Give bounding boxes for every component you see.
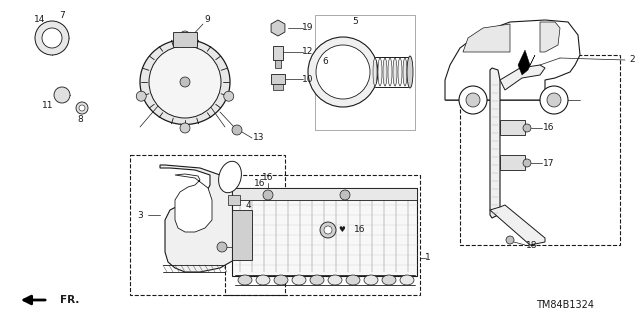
Circle shape bbox=[217, 242, 227, 252]
Polygon shape bbox=[500, 65, 545, 90]
Circle shape bbox=[180, 123, 190, 133]
Circle shape bbox=[523, 159, 531, 167]
Circle shape bbox=[540, 86, 568, 114]
Circle shape bbox=[459, 86, 487, 114]
Polygon shape bbox=[175, 174, 212, 232]
Circle shape bbox=[320, 222, 336, 238]
Ellipse shape bbox=[373, 58, 377, 86]
Ellipse shape bbox=[383, 58, 387, 86]
Bar bbox=[273, 84, 283, 90]
Text: 13: 13 bbox=[253, 133, 265, 143]
Text: 16: 16 bbox=[262, 174, 274, 182]
Polygon shape bbox=[445, 20, 580, 100]
Text: 14: 14 bbox=[35, 16, 45, 25]
Ellipse shape bbox=[388, 58, 392, 86]
Circle shape bbox=[149, 46, 221, 118]
Polygon shape bbox=[518, 50, 535, 75]
Ellipse shape bbox=[378, 58, 382, 86]
Bar bbox=[273, 46, 283, 60]
Bar bbox=[232, 210, 252, 260]
Ellipse shape bbox=[274, 275, 288, 285]
Bar bbox=[275, 60, 281, 68]
Ellipse shape bbox=[346, 275, 360, 285]
Polygon shape bbox=[540, 22, 560, 52]
Text: 2: 2 bbox=[629, 56, 635, 64]
Circle shape bbox=[35, 21, 69, 55]
Circle shape bbox=[42, 28, 62, 48]
Text: 3: 3 bbox=[137, 211, 143, 219]
Text: 5: 5 bbox=[352, 18, 358, 26]
Circle shape bbox=[340, 190, 350, 200]
Ellipse shape bbox=[407, 56, 413, 88]
Circle shape bbox=[232, 125, 242, 135]
Text: 12: 12 bbox=[302, 48, 314, 56]
Ellipse shape bbox=[393, 58, 397, 86]
Circle shape bbox=[308, 37, 378, 107]
Ellipse shape bbox=[328, 275, 342, 285]
Ellipse shape bbox=[219, 161, 241, 193]
Circle shape bbox=[547, 93, 561, 107]
Circle shape bbox=[180, 31, 190, 41]
Circle shape bbox=[466, 93, 480, 107]
Circle shape bbox=[76, 102, 88, 114]
Text: FR.: FR. bbox=[60, 295, 79, 305]
Circle shape bbox=[54, 87, 70, 103]
Ellipse shape bbox=[400, 275, 414, 285]
Ellipse shape bbox=[403, 58, 407, 86]
Polygon shape bbox=[160, 165, 238, 272]
Polygon shape bbox=[490, 68, 500, 218]
Bar bbox=[228, 195, 240, 205]
Bar bbox=[315, 15, 415, 130]
Bar bbox=[500, 155, 525, 170]
Text: ♥: ♥ bbox=[339, 226, 346, 234]
Circle shape bbox=[136, 91, 147, 101]
Ellipse shape bbox=[256, 275, 270, 285]
Text: 18: 18 bbox=[526, 241, 538, 250]
Text: 8: 8 bbox=[77, 115, 83, 124]
Bar bbox=[232, 188, 417, 200]
Circle shape bbox=[316, 45, 370, 99]
Text: 4: 4 bbox=[245, 201, 251, 210]
Circle shape bbox=[506, 236, 514, 244]
Circle shape bbox=[523, 124, 531, 132]
Polygon shape bbox=[490, 205, 545, 245]
Bar bbox=[460, 55, 620, 245]
Circle shape bbox=[224, 91, 234, 101]
Text: 16: 16 bbox=[355, 226, 365, 234]
Text: 17: 17 bbox=[543, 159, 555, 167]
Text: 19: 19 bbox=[302, 24, 314, 33]
Ellipse shape bbox=[398, 58, 402, 86]
Ellipse shape bbox=[310, 275, 324, 285]
Bar bbox=[271, 74, 285, 84]
Ellipse shape bbox=[364, 275, 378, 285]
Text: 10: 10 bbox=[302, 75, 314, 84]
Ellipse shape bbox=[292, 275, 306, 285]
Text: 16: 16 bbox=[254, 179, 266, 188]
Text: 6: 6 bbox=[322, 57, 328, 66]
Circle shape bbox=[263, 190, 273, 200]
Text: 7: 7 bbox=[59, 11, 65, 20]
Ellipse shape bbox=[238, 275, 252, 285]
Ellipse shape bbox=[382, 275, 396, 285]
Text: TM84B1324: TM84B1324 bbox=[536, 300, 594, 310]
Text: 11: 11 bbox=[42, 100, 54, 109]
Text: 16: 16 bbox=[543, 123, 555, 132]
Polygon shape bbox=[271, 20, 285, 36]
Circle shape bbox=[180, 77, 190, 87]
Bar bbox=[500, 120, 525, 135]
Bar bbox=[130, 155, 285, 295]
Circle shape bbox=[324, 226, 332, 234]
Polygon shape bbox=[463, 24, 510, 52]
Text: 1: 1 bbox=[425, 254, 431, 263]
Circle shape bbox=[79, 105, 85, 111]
Bar bbox=[173, 32, 197, 47]
Text: 15: 15 bbox=[241, 242, 253, 251]
Text: 9: 9 bbox=[204, 16, 210, 25]
Bar bbox=[232, 188, 417, 276]
Bar bbox=[225, 175, 420, 295]
Ellipse shape bbox=[140, 40, 230, 124]
